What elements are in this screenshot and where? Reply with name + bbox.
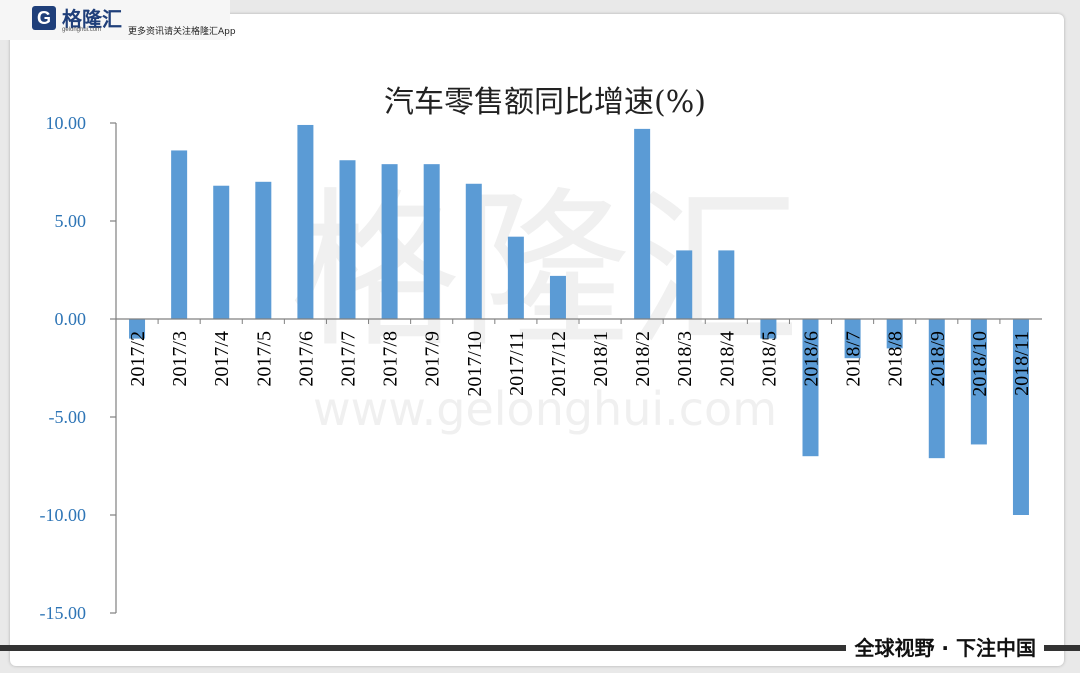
bar-2018-9 (928, 319, 945, 459)
brand-logo: G 格隆汇 gelonghui.com 更多资讯请关注格隆汇App (0, 0, 236, 40)
x-tick-label: 2017/11 (506, 331, 528, 396)
bar-2017-12 (549, 275, 566, 319)
bar-2018-11 (1012, 319, 1029, 515)
x-tick-label: 2018/1 (590, 331, 612, 387)
bar-2018-10 (970, 319, 987, 445)
bar-2017-5 (255, 181, 272, 319)
x-tick-label: 2017/12 (548, 331, 570, 397)
footer-rule (0, 645, 1080, 651)
x-tick-label: 2017/3 (169, 331, 191, 387)
bar-2017-10 (465, 183, 482, 319)
x-tick-label: 2017/8 (380, 331, 402, 387)
bar-2018-6 (802, 319, 819, 457)
bar-2018-8 (886, 319, 903, 349)
bar-2017-2 (129, 319, 146, 339)
x-tick-label: 2017/6 (295, 331, 317, 387)
footer-slogan: 全球视野 · 下注中国 (846, 632, 1044, 661)
bar-2017-8 (381, 164, 398, 319)
y-axis: 10.00 5.00 0.00 -5.00 -10.00 -15.00 (40, 113, 117, 623)
x-tick-label: 2018/4 (716, 331, 738, 387)
x-tick-label: 2018/11 (1011, 331, 1033, 396)
bar-2017-7 (339, 160, 356, 319)
y-tick-label: -10.00 (40, 505, 87, 525)
y-tick-label: -5.00 (49, 407, 87, 427)
x-tick-label: 2017/5 (253, 331, 275, 387)
watermark: 格隆汇 www.gelonghui.com (290, 173, 800, 436)
x-tick-label: 2017/2 (127, 331, 149, 387)
y-tick-label: 5.00 (55, 211, 87, 231)
y-tick-label: 10.00 (46, 113, 87, 133)
bar-2017-9 (423, 164, 440, 319)
logo-url: gelonghui.com (62, 27, 102, 33)
bar-2017-4 (213, 185, 230, 319)
x-tick-label: 2018/8 (885, 331, 907, 387)
bar-2018-5 (760, 319, 777, 339)
x-tick-label: 2018/3 (674, 331, 696, 387)
x-tick-label: 2018/6 (801, 331, 823, 387)
bar-2017-6 (297, 124, 314, 320)
bar-2018-4 (718, 250, 735, 319)
y-tick-label: -15.00 (40, 603, 87, 623)
bars (129, 124, 1029, 515)
x-tick-label: 2018/5 (758, 331, 780, 387)
watermark-name: 格隆汇 (290, 173, 800, 371)
bar-2017-11 (507, 236, 524, 319)
logo-name: 格隆汇 (62, 7, 122, 31)
x-tick-label: 2018/10 (969, 331, 991, 397)
x-tick-label: 2017/4 (211, 331, 233, 387)
watermark-url: www.gelonghui.com (313, 382, 777, 436)
bar-2018-7 (844, 319, 861, 359)
x-tick-label: 2017/10 (464, 331, 486, 397)
x-tick-label: 2018/9 (927, 331, 949, 387)
y-tick-label: 0.00 (55, 309, 87, 329)
x-tick-label: 2017/7 (338, 331, 360, 387)
bar-2017-3 (171, 150, 188, 319)
x-tick-label: 2018/7 (843, 331, 865, 387)
bar-2018-2 (634, 128, 651, 319)
x-axis: 2017/2 2017/3 2017/4 2017/5 2017/6 2017/7 2017… (115, 318, 1042, 397)
logo-icon: G (32, 6, 56, 30)
logo-tagline: 更多资讯请关注格隆汇App (128, 27, 236, 37)
bar-2018-3 (676, 250, 693, 319)
x-tick-label: 2017/9 (422, 331, 444, 387)
chart-title: 汽车零售额同比增速(%) (384, 85, 706, 120)
x-tick-label: 2018/2 (632, 331, 654, 387)
